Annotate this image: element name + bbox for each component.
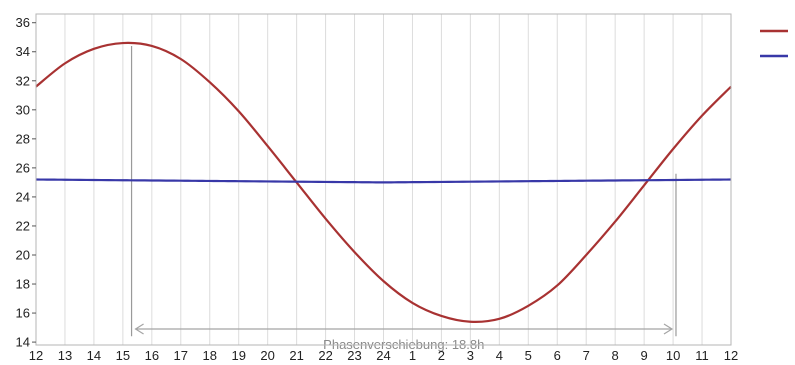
y-tick-label: 16 [16,306,30,321]
y-tick-label: 32 [16,73,30,88]
x-tick-label: 17 [174,348,188,363]
y-axis-tick-labels: 14 16 18 20 22 24 26 28 30 32 34 36 [16,15,36,350]
x-tick-label: 9 [641,348,648,363]
series-line-1 [35,41,732,323]
x-tick-label: 24 [376,348,390,363]
y-tick-label: 28 [16,131,30,146]
x-tick-label: 5 [525,348,532,363]
phase-arrow-head-right [663,323,674,335]
x-tick-label: 3 [467,348,474,363]
x-tick-label: 13 [58,348,72,363]
y-tick-label: 30 [16,102,30,117]
x-tick-label: 12 [29,348,43,363]
y-tick-label: 36 [16,15,30,30]
legend [760,29,788,58]
phase-markers: Phasenverschiebung: 18.8h [130,45,677,352]
x-tick-label: 2 [438,348,445,363]
y-tick-label: 20 [16,247,30,262]
x-tick-label: 6 [554,348,561,363]
x-tick-label: 7 [583,348,590,363]
x-tick-label: 1 [409,348,416,363]
x-tick-label: 20 [260,348,274,363]
x-tick-label: 22 [318,348,332,363]
x-tick-label: 15 [116,348,130,363]
grid-lines [64,14,703,345]
y-tick-label: 18 [16,277,30,292]
series-line-2 [35,178,732,184]
x-tick-label: 14 [87,348,101,363]
plot-frame [35,13,732,346]
x-tick-label: 16 [145,348,159,363]
x-tick-label: 4 [496,348,503,363]
x-tick-label: 19 [231,348,245,363]
x-tick-label: 23 [347,348,361,363]
phase-arrow-head-left [134,323,144,335]
y-tick-label: 14 [16,335,30,350]
y-tick-label: 34 [16,44,30,59]
x-tick-label: 21 [289,348,303,363]
x-tick-label: 18 [203,348,217,363]
y-tick-label: 22 [16,218,30,233]
x-tick-label: 12 [724,348,738,363]
x-tick-label: 10 [666,348,680,363]
x-tick-label: 11 [695,348,709,363]
x-axis-tick-labels: 12 13 14 15 16 17 18 19 20 21 22 23 24 1 2 3 4 5 6 7 8 9 10 11 1… [29,348,738,363]
y-tick-label: 24 [16,189,30,204]
x-tick-label: 8 [612,348,619,363]
series-lines [35,41,732,323]
y-tick-label: 26 [16,160,30,175]
